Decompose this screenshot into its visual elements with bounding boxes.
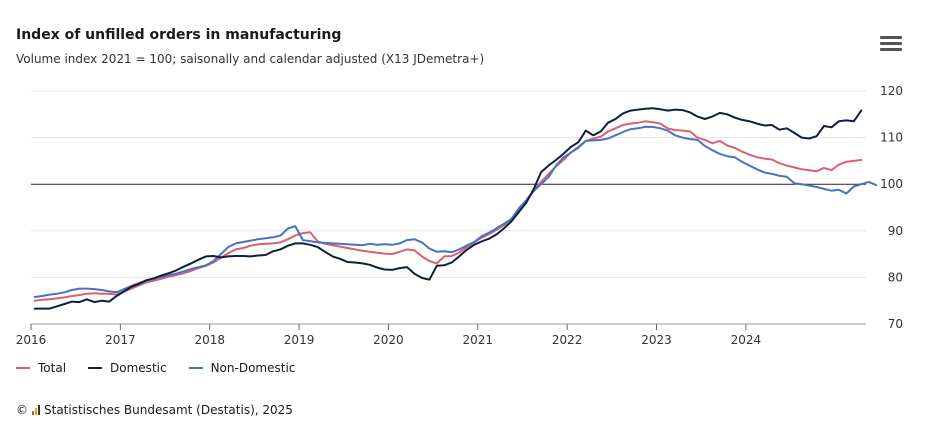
x-tick-label-2024: 2024 [731,333,762,347]
x-tick-label-2021: 2021 [463,333,494,347]
series-lines [33,107,878,310]
y-tick-label-70: 70 [888,317,903,331]
legend-label-non-domestic: Non-Domestic [210,361,296,375]
y-tick-label-120: 120 [880,84,903,98]
y-tick-label-80: 80 [888,270,903,284]
legend-swatch-non-domestic [188,367,203,369]
legend-swatch-domestic [88,367,103,369]
grid-lines [31,90,866,325]
series-line-domestic[interactable] [33,107,863,310]
y-axis-ticks: 70 80 90 100 110 120 [880,84,903,331]
x-tick-label-2019: 2019 [284,333,315,347]
legend-item-total[interactable]: Total [16,361,66,375]
series-line-non-domestic[interactable] [33,125,878,298]
y-tick-label-110: 110 [880,131,903,145]
chart-title: Index of unfilled orders in manufacturin… [16,27,342,43]
source-credit: © Statistisches Bundesamt (Destatis), 20… [16,403,293,417]
y-tick-label-90: 90 [888,224,903,238]
x-tick-label-2020: 2020 [373,333,404,347]
series-line-total[interactable] [33,120,863,302]
source-text: Statistisches Bundesamt (Destatis), 2025 [44,403,293,417]
line-chart: 70 80 90 100 110 120 2016 2017 2018 2019 2020 2021… [16,84,903,347]
legend-label-domestic: Domestic [110,361,167,375]
x-tick-label-2016: 2016 [16,333,47,347]
x-tick-label-2018: 2018 [194,333,225,347]
hamburger-menu-icon[interactable] [880,36,902,52]
destatis-logo-icon [32,405,40,415]
y-tick-label-100: 100 [880,177,903,191]
legend-item-domestic[interactable]: Domestic [88,361,167,375]
x-tick-label-2022: 2022 [552,333,583,347]
x-tick-label-2023: 2023 [641,333,672,347]
legend-label-total: Total [38,361,67,375]
x-tick-label-2017: 2017 [105,333,136,347]
copyright-symbol: © [16,403,28,417]
x-axis-ticks: 2016 2017 2018 2019 2020 2021 2022 2023 2024 [16,324,761,347]
chart-legend: Total Domestic Non-Domestic [16,361,295,375]
legend-item-non-domestic[interactable]: Non-Domestic [188,361,296,375]
legend-swatch-total [16,367,30,369]
chart-subtitle: Volume index 2021 = 100; saisonally and … [16,52,485,66]
